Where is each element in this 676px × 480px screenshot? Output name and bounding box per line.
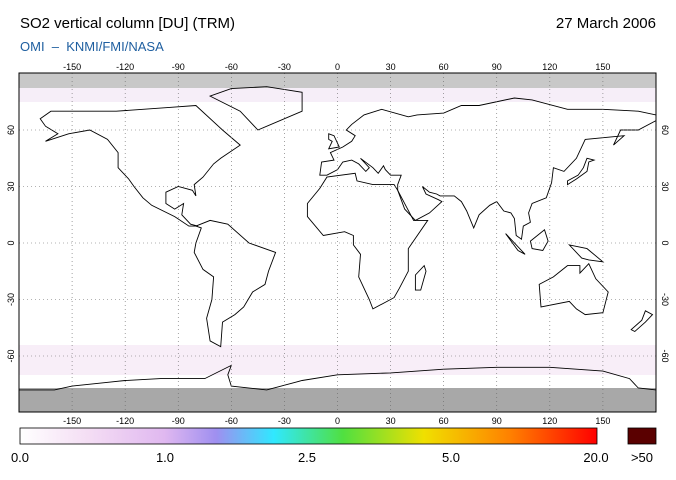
lon-label-top: 30 (386, 62, 396, 72)
coastline (567, 157, 596, 186)
lon-label-top: -120 (116, 62, 134, 72)
noise-band (19, 88, 656, 102)
lat-label-left: -30 (6, 293, 16, 306)
credit: OMI – KNMI/FMI/NASA (20, 39, 164, 54)
coastline (414, 264, 427, 291)
lon-label-top: -60 (225, 62, 238, 72)
lon-label-bottom: -150 (63, 416, 81, 426)
lat-label-left: 0 (6, 240, 16, 245)
lat-label-right: -30 (660, 293, 670, 306)
date: 27 March 2006 (556, 15, 656, 32)
lon-label-top: 60 (439, 62, 449, 72)
lon-label-bottom: -90 (172, 416, 185, 426)
no-data-south (19, 388, 656, 412)
colorbar-label: 2.5 (298, 450, 316, 465)
coastline (505, 233, 526, 255)
lon-label-top: -150 (63, 62, 81, 72)
lon-label-top: 90 (492, 62, 502, 72)
lat-label-right: 0 (660, 240, 670, 245)
lon-label-bottom: 0 (335, 416, 340, 426)
lon-label-bottom: -120 (116, 416, 134, 426)
lat-label-right: 60 (660, 125, 670, 135)
colorbar-label: 1.0 (156, 450, 174, 465)
lon-label-bottom: -30 (278, 416, 291, 426)
lon-label-bottom: 60 (439, 416, 449, 426)
map-frame (18, 72, 657, 413)
lon-label-top: 150 (595, 62, 610, 72)
colorbar (19, 427, 598, 445)
coastline (193, 219, 277, 348)
lon-label-bottom: 90 (492, 416, 502, 426)
lon-label-bottom: 30 (386, 416, 396, 426)
coastline (529, 229, 549, 251)
lon-label-bottom: 150 (595, 416, 610, 426)
lon-label-top: -90 (172, 62, 185, 72)
lat-label-left: 60 (6, 125, 16, 135)
coastline (319, 97, 656, 240)
colorbar-overflow (627, 427, 657, 445)
map-area (19, 73, 656, 412)
lon-label-bottom: -60 (225, 416, 238, 426)
colorbar-label: 0.0 (11, 450, 29, 465)
title: SO2 vertical column [DU] (TRM) (20, 15, 235, 32)
coastline (630, 310, 654, 333)
lat-label-left: 30 (6, 181, 16, 191)
coastline (306, 172, 429, 310)
lon-label-top: 0 (335, 62, 340, 72)
coastline (208, 86, 303, 131)
coastline (567, 244, 605, 263)
coastline (538, 262, 609, 316)
colorbar-label: 20.0 (583, 450, 608, 465)
lon-label-top: 120 (542, 62, 557, 72)
colorbar-label: 5.0 (442, 450, 460, 465)
lat-label-right: 30 (660, 181, 670, 191)
colorbar-label: >50 (631, 450, 653, 465)
coastline (327, 133, 340, 150)
lat-label-left: -60 (6, 349, 16, 362)
lon-label-bottom: 120 (542, 416, 557, 426)
lat-label-right: -60 (660, 349, 670, 362)
coastline (39, 105, 241, 227)
lon-label-top: -30 (278, 62, 291, 72)
no-data-north (19, 73, 656, 88)
